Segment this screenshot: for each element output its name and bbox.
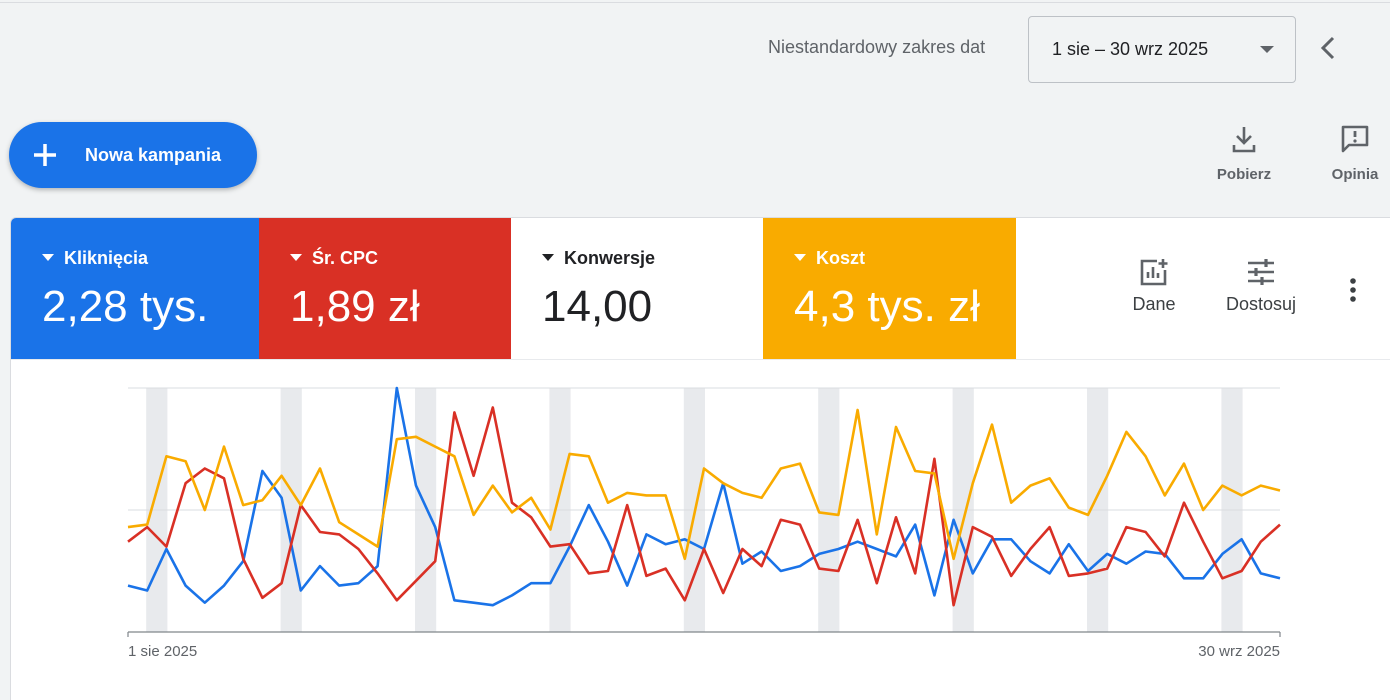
plus-icon [34, 144, 56, 166]
feedback-label: Opinia [1331, 166, 1379, 183]
download-label: Pobierz [1216, 166, 1272, 183]
metric-cost[interactable]: Koszt 4,3 tys. zł [763, 218, 1016, 359]
caret-down-icon [1260, 46, 1274, 53]
x-axis-end-label: 30 wrz 2025 [1198, 643, 1280, 660]
add-chart-icon [1140, 259, 1168, 286]
performance-chart: 1 sie 2025 30 wrz 2025 [127, 386, 1281, 660]
top-border [0, 2, 1390, 3]
metric-cost-value: 4,3 tys. zł [794, 282, 980, 331]
customize-button[interactable]: Dostosuj [1216, 258, 1306, 315]
date-range-value: 1 sie – 30 wrz 2025 [1052, 39, 1209, 59]
more-vert-icon[interactable] [1341, 276, 1365, 304]
metric-avg-cpc[interactable]: Śr. CPC 1,89 zł [259, 218, 511, 359]
download-button[interactable]: Pobierz [1204, 124, 1284, 183]
metric-clicks[interactable]: Kliknięcia 2,28 tys. [11, 218, 259, 359]
metric-avg-cpc-name: Śr. CPC [290, 248, 378, 269]
metric-conversions-value: 14,00 [542, 282, 653, 331]
caret-down-icon [794, 254, 806, 261]
date-range-label: Niestandardowy zakres dat [768, 37, 986, 57]
caret-down-icon [290, 254, 302, 261]
new-campaign-label: Nowa kampania [85, 145, 222, 165]
feedback-icon [1341, 125, 1369, 153]
data-button[interactable]: Dane [1119, 258, 1189, 315]
metric-cost-name: Koszt [794, 248, 865, 269]
date-range-select[interactable]: 1 sie – 30 wrz 2025 [1028, 16, 1296, 83]
metric-clicks-name: Kliknięcia [42, 248, 148, 269]
caret-down-icon [542, 254, 554, 261]
customize-label: Dostosuj [1225, 294, 1297, 314]
performance-card: Kliknięcia 2,28 tys. Śr. CPC 1,89 zł Kon… [10, 217, 1390, 700]
caret-down-icon [42, 254, 54, 261]
card-divider [11, 359, 1390, 360]
series-line-avg-cpc [127, 406, 1281, 607]
metric-conversions-name: Konwersje [542, 248, 655, 269]
metric-clicks-value: 2,28 tys. [42, 282, 209, 331]
new-campaign-button[interactable]: Nowa kampania [9, 122, 257, 188]
metric-avg-cpc-value: 1,89 zł [290, 282, 420, 331]
chevron-left-icon[interactable] [1313, 32, 1345, 64]
series-line-cost [127, 408, 1281, 561]
download-icon [1232, 127, 1256, 153]
tune-icon [1248, 259, 1274, 285]
x-axis-start-label: 1 sie 2025 [128, 643, 197, 660]
feedback-button[interactable]: Opinia [1320, 124, 1390, 183]
metric-conversions[interactable]: Konwersje 14,00 [511, 218, 763, 359]
data-label: Dane [1132, 294, 1176, 314]
